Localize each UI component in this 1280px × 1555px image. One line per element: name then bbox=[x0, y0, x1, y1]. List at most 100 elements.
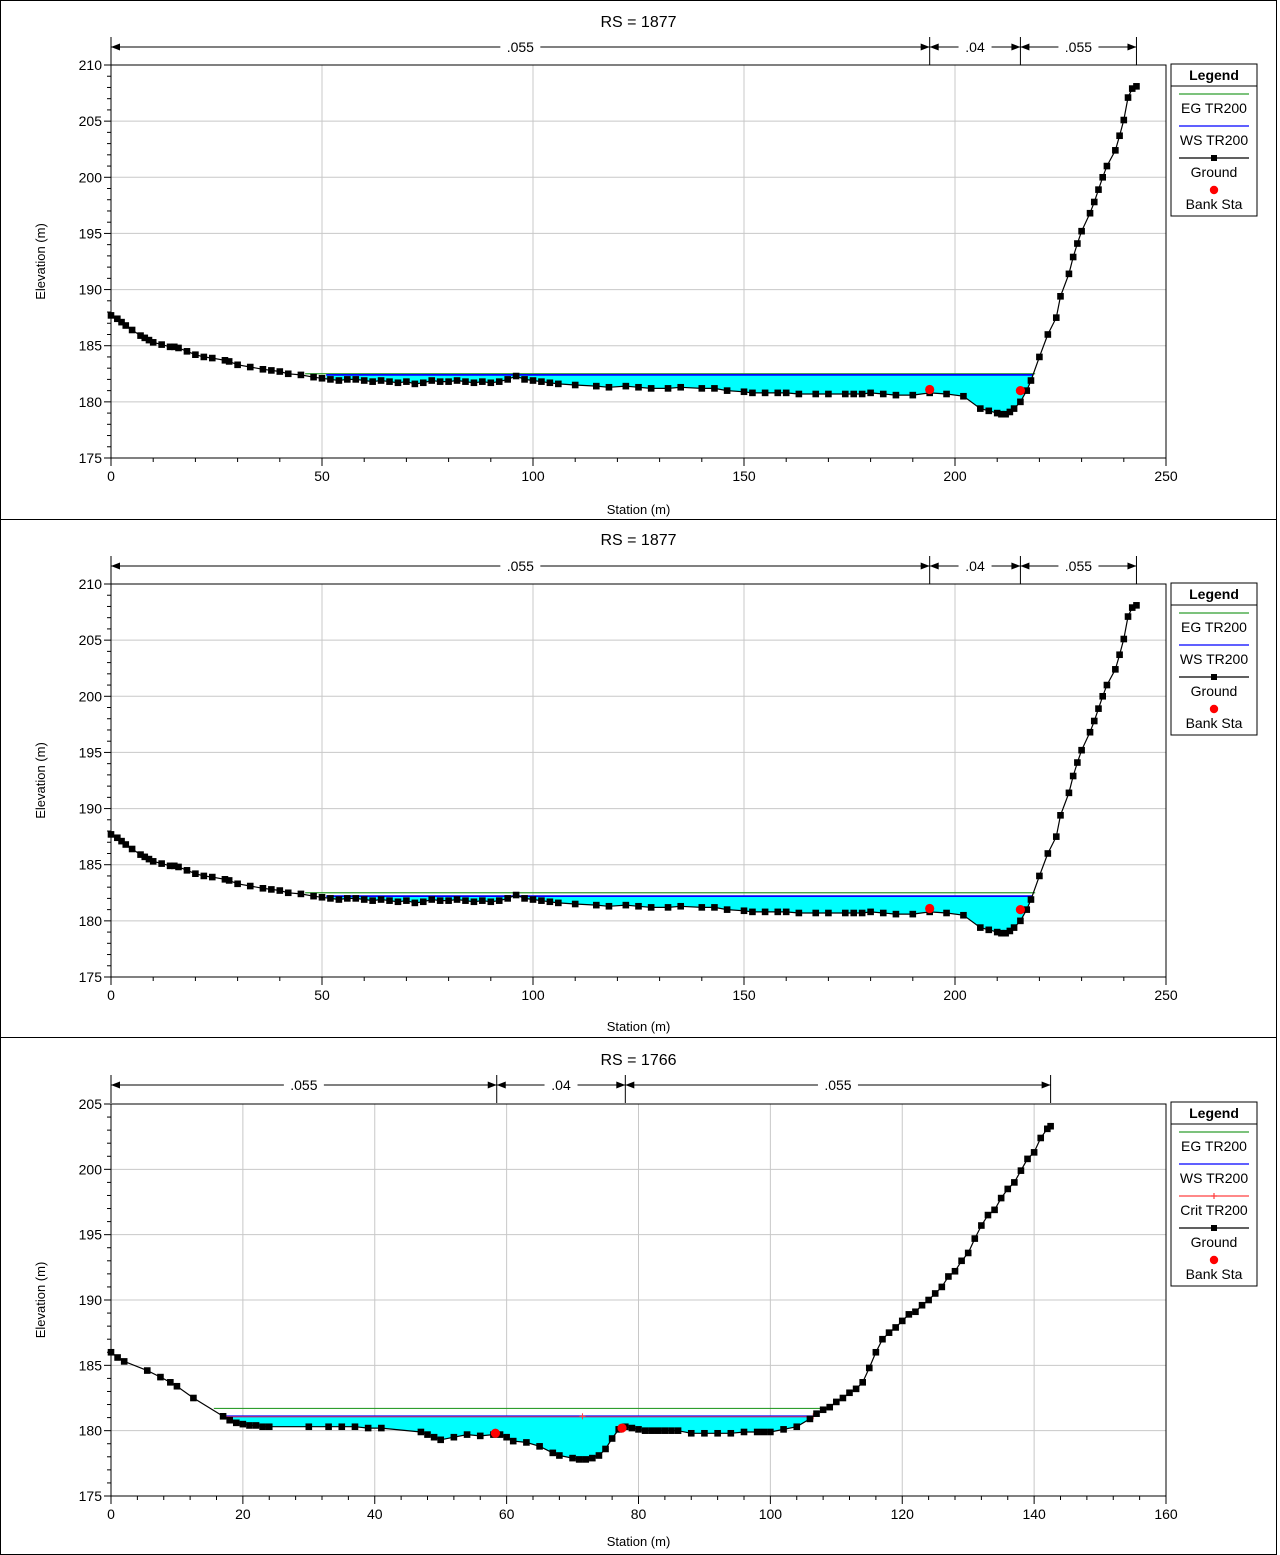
y-tick-label: 185 bbox=[79, 338, 103, 354]
ground-point bbox=[175, 863, 182, 871]
ground-point bbox=[819, 1406, 827, 1414]
y-tick-label: 190 bbox=[79, 282, 103, 298]
legend-item: Ground bbox=[1179, 155, 1249, 180]
legend: Legend EG TR200 WS TR200 Ground Bank Sta bbox=[1170, 63, 1258, 217]
ground-point bbox=[445, 897, 452, 904]
legend-marker bbox=[1211, 674, 1217, 680]
ground-point bbox=[190, 1394, 197, 1402]
ground-point bbox=[369, 897, 376, 904]
ground-point bbox=[377, 896, 385, 903]
ground-point bbox=[463, 1431, 471, 1438]
ground-point bbox=[1069, 772, 1077, 780]
ground-point bbox=[521, 895, 528, 902]
ground-point bbox=[1099, 173, 1106, 181]
ground-point bbox=[118, 837, 125, 845]
chart-title: RS = 1877 bbox=[600, 14, 676, 31]
ground-point bbox=[1074, 240, 1081, 247]
ground-point bbox=[960, 911, 967, 919]
x-tick-label: 160 bbox=[1154, 1506, 1178, 1522]
mannings-n-label: .04 bbox=[965, 558, 985, 574]
ground-point bbox=[1090, 198, 1098, 206]
ground-point bbox=[377, 377, 385, 384]
ground-point bbox=[575, 1456, 583, 1463]
y-tick-label: 180 bbox=[79, 913, 103, 929]
ground-point bbox=[943, 390, 950, 398]
y-tick-label: 195 bbox=[79, 225, 103, 241]
ground-point bbox=[208, 873, 216, 881]
y-tick-label: 175 bbox=[79, 969, 103, 985]
ground-point bbox=[496, 1431, 504, 1438]
ground-point bbox=[419, 898, 427, 906]
x-tick-label: 20 bbox=[235, 1506, 251, 1522]
ground-point bbox=[677, 902, 684, 910]
y-tick-label: 200 bbox=[79, 1161, 103, 1177]
ground-point bbox=[647, 385, 655, 392]
ground-point bbox=[221, 876, 229, 883]
ground-point bbox=[234, 361, 241, 369]
x-tick-label: 100 bbox=[759, 1506, 783, 1522]
ground-point bbox=[668, 1427, 675, 1434]
ground-point bbox=[677, 383, 684, 391]
legend-label: WS TR200 bbox=[1180, 132, 1248, 148]
ground-point bbox=[246, 882, 254, 890]
mannings-segment: .04 bbox=[496, 1077, 626, 1093]
x-axis-label: Station (m) bbox=[607, 502, 671, 517]
arrow-head bbox=[1011, 43, 1021, 51]
arrow-head bbox=[920, 43, 930, 51]
ground-point bbox=[740, 907, 748, 915]
ground-point bbox=[114, 1354, 121, 1361]
ground-point bbox=[984, 1211, 992, 1219]
ground-point bbox=[276, 887, 284, 894]
ground-point bbox=[344, 376, 351, 383]
ground-point bbox=[879, 390, 887, 398]
ground-point bbox=[1116, 132, 1123, 140]
ground-point bbox=[1057, 293, 1064, 300]
ground-point bbox=[867, 908, 874, 916]
ground-point bbox=[1133, 602, 1140, 609]
water-fill bbox=[326, 896, 1033, 934]
y-tick-label: 185 bbox=[79, 857, 103, 873]
ground-point bbox=[711, 904, 718, 911]
ground-point bbox=[325, 1423, 332, 1431]
ground-point bbox=[171, 343, 178, 351]
ground-point bbox=[605, 383, 613, 391]
ground-point bbox=[141, 853, 149, 861]
ground-point bbox=[1002, 929, 1009, 937]
ground-point bbox=[437, 1436, 444, 1444]
y-tick-label: 195 bbox=[79, 1227, 103, 1243]
ground-point bbox=[858, 909, 866, 917]
ground-point bbox=[925, 1296, 932, 1304]
y-tick-label: 185 bbox=[79, 1357, 103, 1373]
legend-item: EG TR200 bbox=[1179, 93, 1249, 116]
ground-point bbox=[740, 1428, 748, 1436]
ground-point bbox=[145, 336, 153, 344]
arrow-head bbox=[1041, 1081, 1051, 1089]
ground-point bbox=[487, 379, 495, 387]
ground-point bbox=[698, 904, 706, 911]
ground-point bbox=[654, 1427, 662, 1434]
mannings-n-label: .055 bbox=[507, 39, 534, 55]
y-axis: 175 180 185 190 195 200 205 210 bbox=[79, 57, 111, 466]
mannings-segment: .055 bbox=[111, 39, 930, 55]
ground-point bbox=[219, 1412, 227, 1420]
ground-point bbox=[284, 370, 292, 378]
ground-point bbox=[555, 899, 562, 907]
legend-label: WS TR200 bbox=[1180, 651, 1248, 667]
ground-point bbox=[479, 378, 486, 385]
legend-label: Bank Sta bbox=[1186, 1266, 1243, 1282]
x-tick-label: 100 bbox=[521, 987, 545, 1003]
ground-point bbox=[1002, 410, 1009, 418]
ground-point bbox=[252, 1422, 260, 1429]
ground-point bbox=[1124, 613, 1132, 620]
ground-point bbox=[892, 391, 900, 399]
ground-point bbox=[892, 1324, 899, 1331]
ground-point bbox=[1078, 227, 1085, 235]
ground-point bbox=[305, 1423, 313, 1431]
legend-label: Bank Sta bbox=[1186, 715, 1243, 731]
ground-point bbox=[428, 377, 436, 384]
ground-point bbox=[1006, 408, 1014, 416]
ground-point bbox=[1017, 917, 1024, 925]
ground-point bbox=[711, 385, 718, 392]
mannings-n-annotations: .055 .04 .055 bbox=[110, 37, 1137, 65]
